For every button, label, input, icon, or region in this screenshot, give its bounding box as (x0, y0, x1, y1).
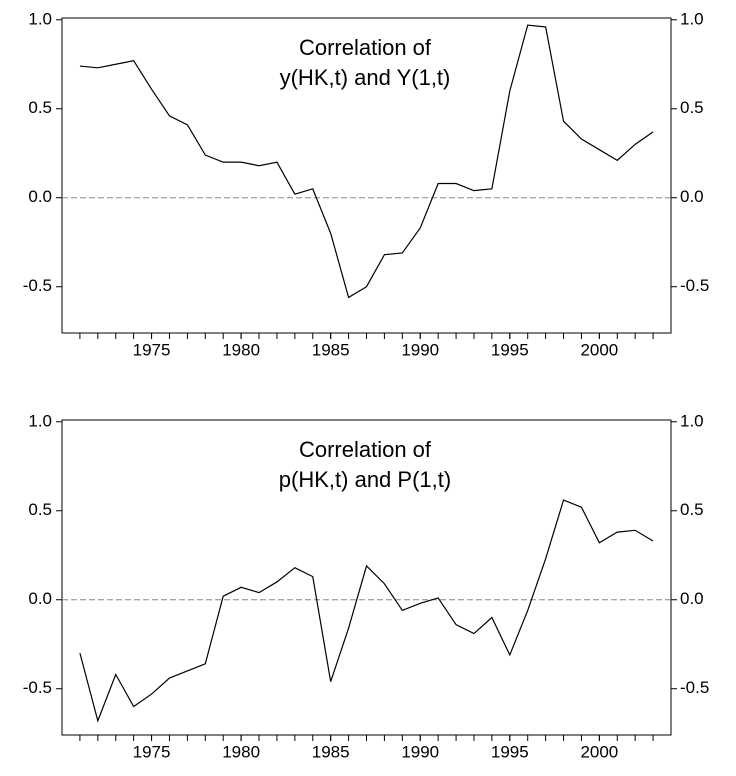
x-tick-label: 1975 (133, 742, 171, 761)
y-tick-label: 1.0 (28, 411, 52, 430)
chart-title: Correlation of (299, 35, 432, 60)
y-tick-label: -0.5 (23, 276, 52, 295)
y2-tick-label: 1.0 (680, 9, 704, 28)
y-tick-label: 1.0 (28, 9, 52, 28)
y2-tick-label: 0.5 (680, 500, 704, 519)
chart-title: Correlation of (299, 437, 432, 462)
chart-title: y(HK,t) and Y(1,t) (280, 65, 451, 90)
data-line (79, 24, 654, 299)
y2-tick-label: 1.0 (680, 411, 704, 430)
y2-tick-label: 0.5 (680, 98, 704, 117)
x-tick-label: 2000 (580, 742, 618, 761)
chart-title: p(HK,t) and P(1,t) (279, 467, 451, 492)
y-tick-label: -0.5 (23, 678, 52, 697)
y2-tick-label: 0.0 (680, 187, 704, 206)
x-tick-label: 1975 (133, 340, 171, 359)
x-tick-label: 1995 (491, 340, 529, 359)
data-line (79, 499, 654, 723)
x-tick-label: 1985 (312, 742, 350, 761)
y-tick-label: 0.5 (28, 98, 52, 117)
y2-tick-label: 0.0 (680, 589, 704, 608)
y2-tick-label: -0.5 (680, 276, 709, 295)
y2-tick-label: -0.5 (680, 678, 709, 697)
x-tick-label: 1980 (222, 742, 260, 761)
x-tick-label: 1985 (312, 340, 350, 359)
y-tick-label: 0.0 (28, 589, 52, 608)
y-tick-label: 0.5 (28, 500, 52, 519)
x-tick-label: 1995 (491, 742, 529, 761)
x-tick-label: 1980 (222, 340, 260, 359)
y-tick-label: 0.0 (28, 187, 52, 206)
x-tick-label: 2000 (580, 340, 618, 359)
x-tick-label: 1990 (401, 340, 439, 359)
x-tick-label: 1990 (401, 742, 439, 761)
